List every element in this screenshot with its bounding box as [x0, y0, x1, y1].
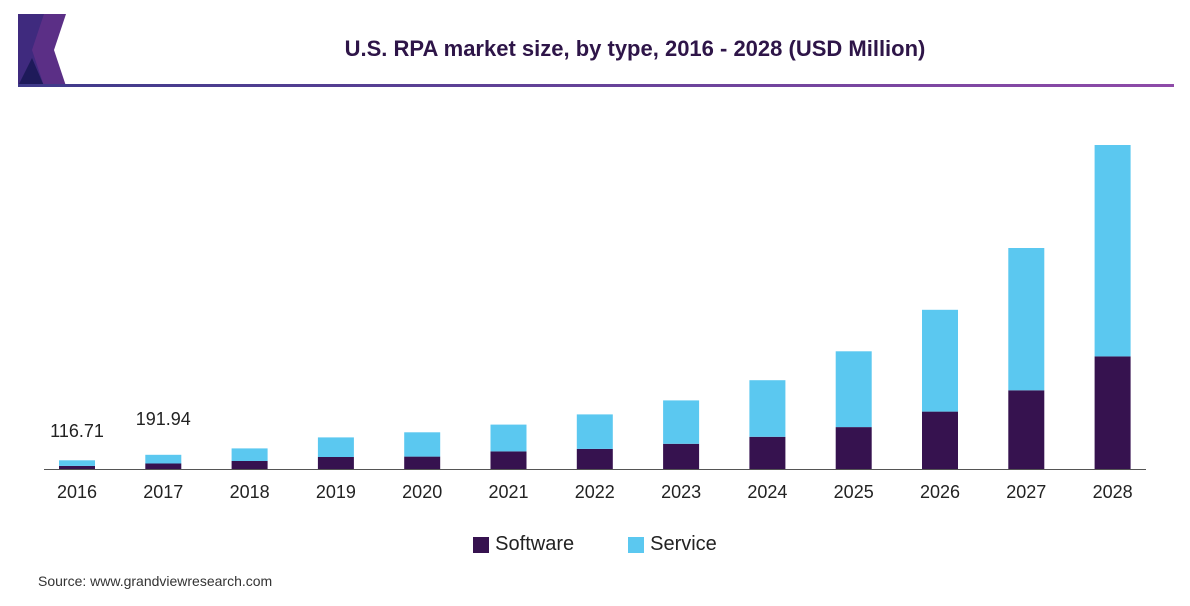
source-note: Source: www.grandviewresearch.com — [38, 573, 273, 589]
bar-software-2019 — [317, 457, 354, 469]
chart-title: U.S. RPA market size, by type, 2016 - 20… — [344, 36, 926, 61]
legend-swatch-service — [628, 536, 645, 553]
bar-software-2023 — [663, 443, 700, 469]
bar-software-2021 — [490, 451, 527, 469]
x-tick-2024: 2024 — [747, 482, 787, 502]
bar-software-2025 — [835, 427, 872, 469]
x-tick-2028: 2028 — [1093, 482, 1133, 502]
x-tick-2017: 2017 — [143, 482, 183, 502]
legend-swatch-software — [473, 536, 490, 553]
bar-service-2019 — [317, 437, 354, 457]
bar-software-2020 — [404, 456, 441, 469]
bar-service-2021 — [490, 424, 527, 452]
data-label-2017: 191.94 — [136, 409, 191, 429]
x-tick-2020: 2020 — [402, 482, 442, 502]
x-tick-2022: 2022 — [575, 482, 615, 502]
legend-label-service: Service — [650, 533, 717, 555]
bar-service-2017 — [145, 454, 182, 464]
grand-view-research-logo — [18, 14, 66, 86]
bar-service-2028 — [1094, 145, 1131, 357]
title-divider — [18, 84, 1174, 87]
bar-software-2024 — [749, 436, 786, 469]
x-tick-2016: 2016 — [57, 482, 97, 502]
bar-software-2016 — [59, 465, 95, 469]
bar-service-2016 — [59, 460, 95, 466]
x-tick-2027: 2027 — [1006, 482, 1046, 502]
x-tick-2025: 2025 — [834, 482, 874, 502]
x-tick-2026: 2026 — [920, 482, 960, 502]
legend-item-service: Service — [628, 533, 717, 556]
bar-service-2025 — [835, 351, 872, 428]
x-tick-2021: 2021 — [488, 482, 528, 502]
bar-software-2018 — [231, 461, 268, 469]
x-tick-2018: 2018 — [230, 482, 270, 502]
bar-service-2020 — [404, 432, 441, 457]
x-tick-2023: 2023 — [661, 482, 701, 502]
bar-software-2026 — [922, 411, 958, 469]
legend-item-software: Software — [473, 533, 574, 556]
data-label-2016: 116.71 — [50, 421, 104, 441]
bar-service-2023 — [663, 400, 700, 444]
bar-service-2026 — [922, 309, 958, 412]
bar-service-2024 — [749, 380, 786, 437]
x-tick-2019: 2019 — [316, 482, 356, 502]
bar-software-2022 — [576, 448, 613, 469]
bar-software-2028 — [1094, 356, 1131, 469]
legend-label-software: Software — [495, 533, 575, 555]
bar-software-2017 — [145, 463, 182, 469]
bar-software-2027 — [1008, 390, 1045, 469]
bar-service-2022 — [576, 414, 613, 449]
legend: Software Service — [0, 533, 1190, 556]
bar-service-2027 — [1008, 248, 1045, 391]
bar-service-2018 — [231, 448, 268, 461]
